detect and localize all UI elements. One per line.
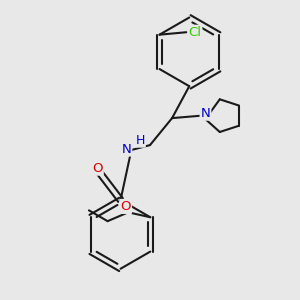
Text: N: N (122, 142, 131, 155)
Text: Cl: Cl (188, 26, 201, 39)
Text: N: N (201, 107, 210, 120)
Text: O: O (92, 162, 103, 175)
Text: H: H (136, 134, 145, 147)
Text: O: O (121, 200, 131, 213)
